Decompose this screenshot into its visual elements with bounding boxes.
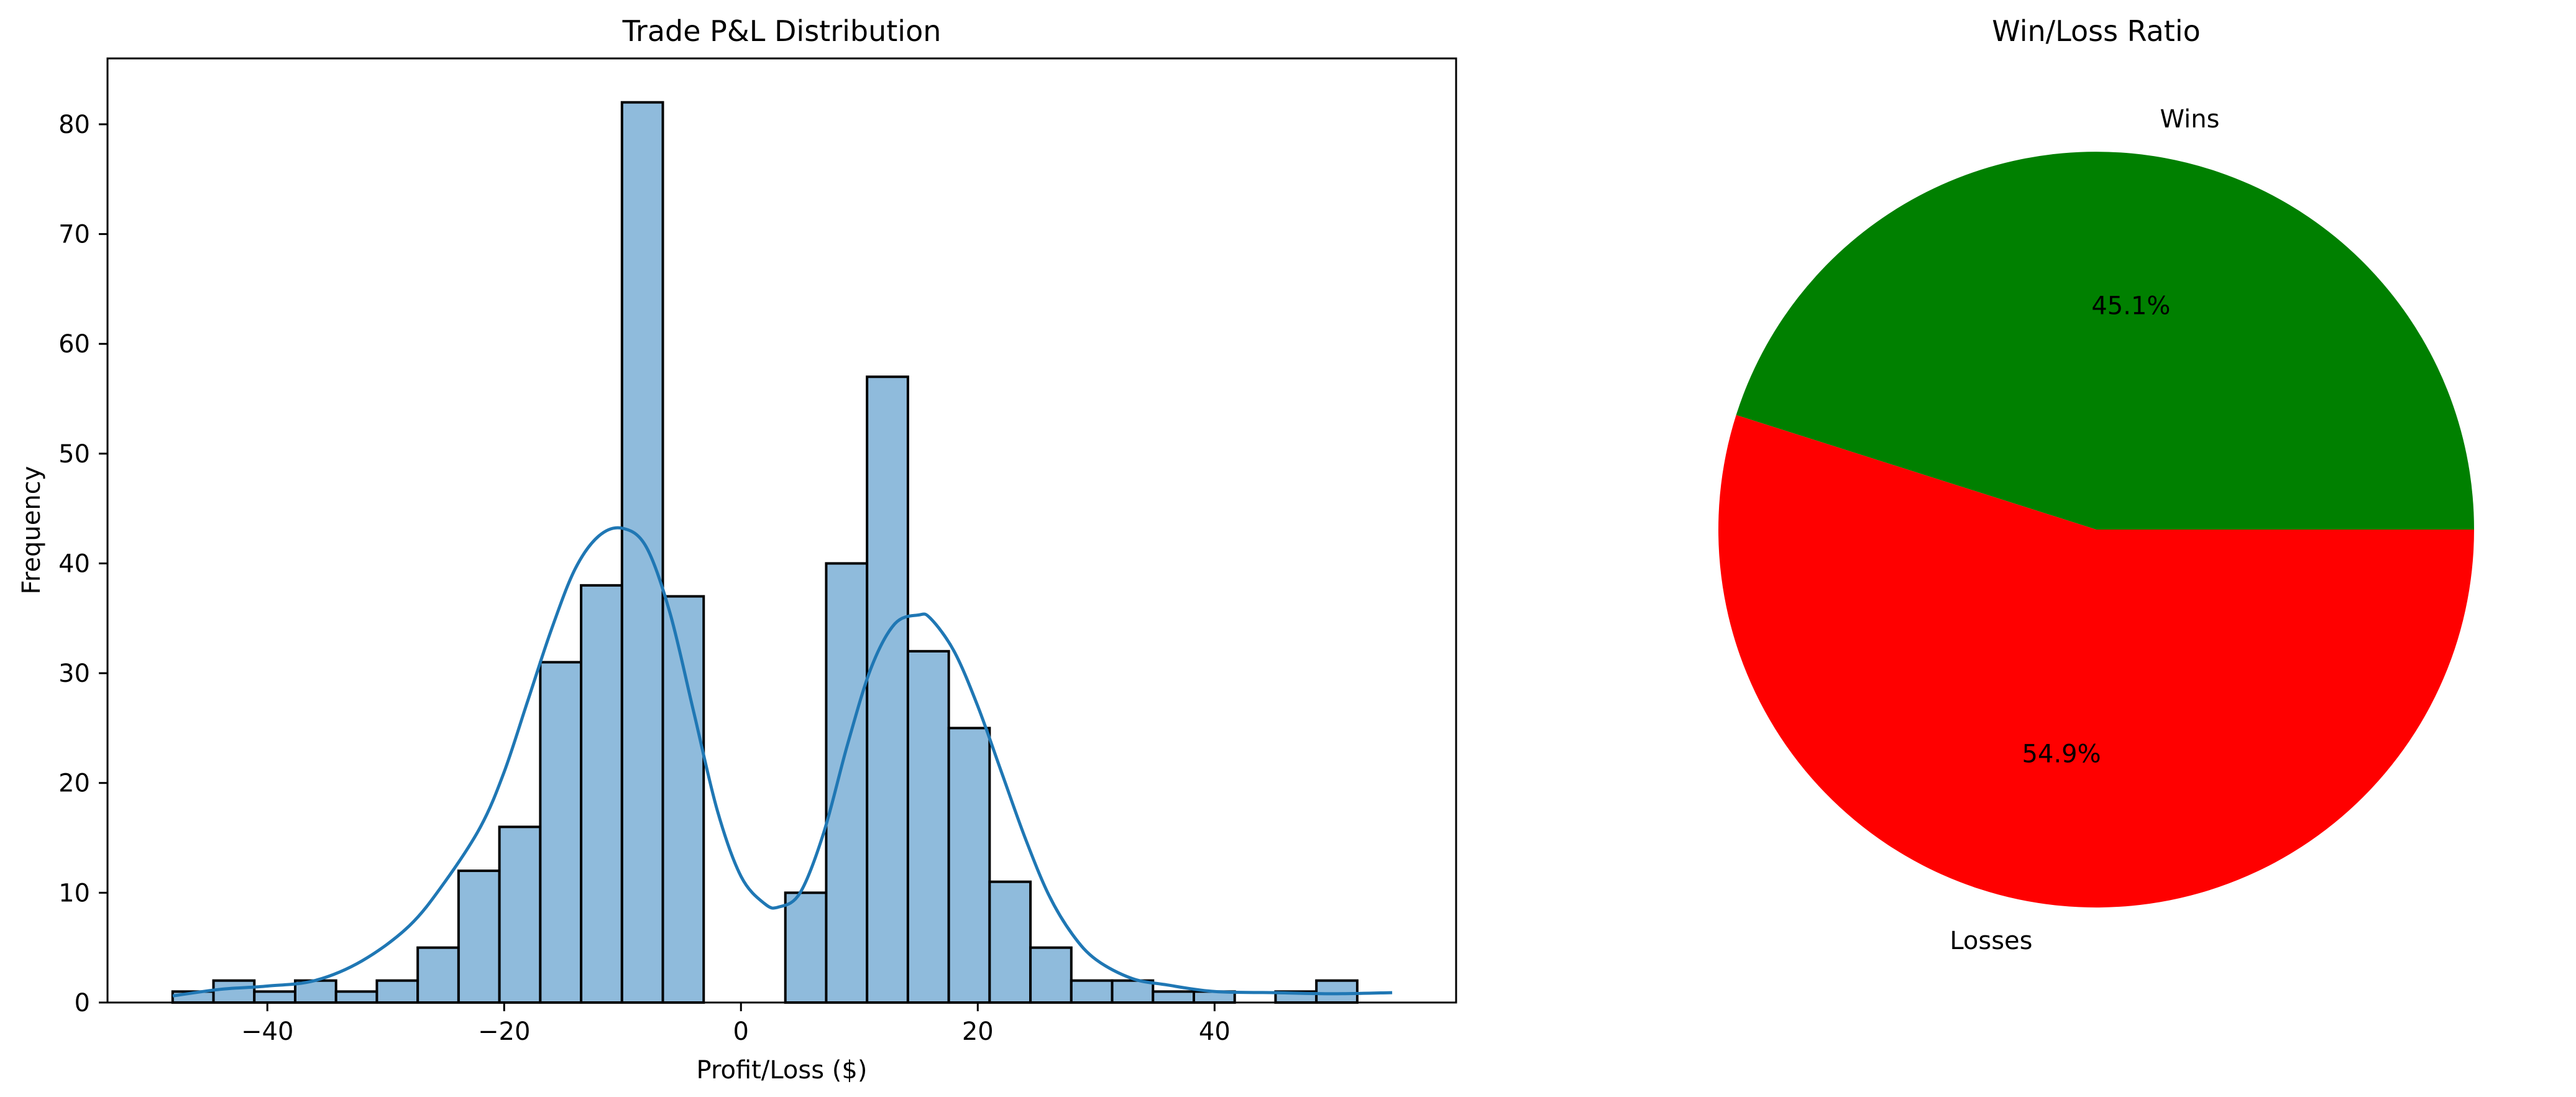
pie-slices (1718, 152, 2474, 908)
x-tick-label: −40 (241, 1017, 293, 1046)
histogram-bar (498, 825, 542, 1004)
x-axis-label: Profit/Loss ($) (697, 1056, 868, 1085)
histogram-bar (457, 870, 501, 1004)
histogram-bars (171, 101, 1359, 1004)
plot-frame (106, 57, 1457, 1004)
histogram-title: Trade P&L Distribution (622, 14, 942, 48)
histogram-bar (1070, 979, 1114, 1004)
pie-slice-label: Losses (1950, 927, 2032, 955)
histogram-bar (253, 990, 296, 1004)
histogram-bar (416, 946, 460, 1004)
y-tick-label: 40 (58, 549, 90, 578)
histogram-bar (661, 595, 705, 1004)
pie-chart: Win/Loss Ratio Wins 45.1% Losses 54.9% (1718, 14, 2474, 955)
y-tick-label: 80 (58, 111, 90, 139)
histogram-bar (539, 661, 583, 1004)
x-tick-label: 40 (1199, 1017, 1231, 1046)
histogram-bar (375, 979, 419, 1004)
histogram-bar (212, 979, 256, 1004)
pie-title: Win/Loss Ratio (1992, 14, 2201, 48)
histogram-bar (1315, 979, 1359, 1004)
histogram-bar (334, 990, 378, 1004)
histogram-bar (988, 880, 1032, 1004)
histogram-chart: Trade P&L Distribution −40 −20 0 20 40 0 10 20… (17, 14, 1457, 1085)
histogram-bar (1152, 990, 1196, 1004)
histogram-bar (1111, 979, 1155, 1004)
histogram-bar (620, 101, 664, 1004)
histogram-bar (580, 584, 623, 1004)
y-tick-label: 70 (58, 221, 90, 249)
x-tick-label: −20 (478, 1017, 530, 1046)
pie-percent-label: 45.1% (2091, 292, 2170, 321)
y-tick-label: 20 (58, 769, 90, 798)
kde-curve (172, 526, 1393, 998)
x-tick-label: 20 (962, 1017, 994, 1046)
y-tick-label: 50 (58, 440, 90, 469)
pie-slice-label: Wins (2160, 105, 2220, 134)
y-tick-label: 10 (58, 879, 90, 907)
histogram-bar (947, 727, 991, 1004)
pie-slice (1736, 152, 2474, 530)
y-axis-label: Frequency (17, 466, 46, 595)
pie-slice (1718, 415, 2474, 908)
pie-labels: Wins 45.1% Losses 54.9% (1950, 105, 2219, 955)
histogram-bar (784, 891, 828, 1004)
histogram-bar (906, 649, 950, 1004)
x-axis-ticks: −40 −20 0 20 40 (241, 1003, 1231, 1046)
y-tick-label: 0 (75, 989, 90, 1017)
pie-percent-label: 54.9% (2022, 740, 2101, 769)
y-axis-ticks: 0 10 20 30 40 50 60 70 80 (58, 111, 108, 1017)
histogram-bar (825, 562, 869, 1004)
y-tick-label: 30 (58, 659, 90, 688)
x-tick-label: 0 (733, 1017, 749, 1046)
histogram-bar (1029, 946, 1073, 1004)
histogram-bar (866, 375, 909, 1004)
y-tick-label: 60 (58, 330, 90, 359)
